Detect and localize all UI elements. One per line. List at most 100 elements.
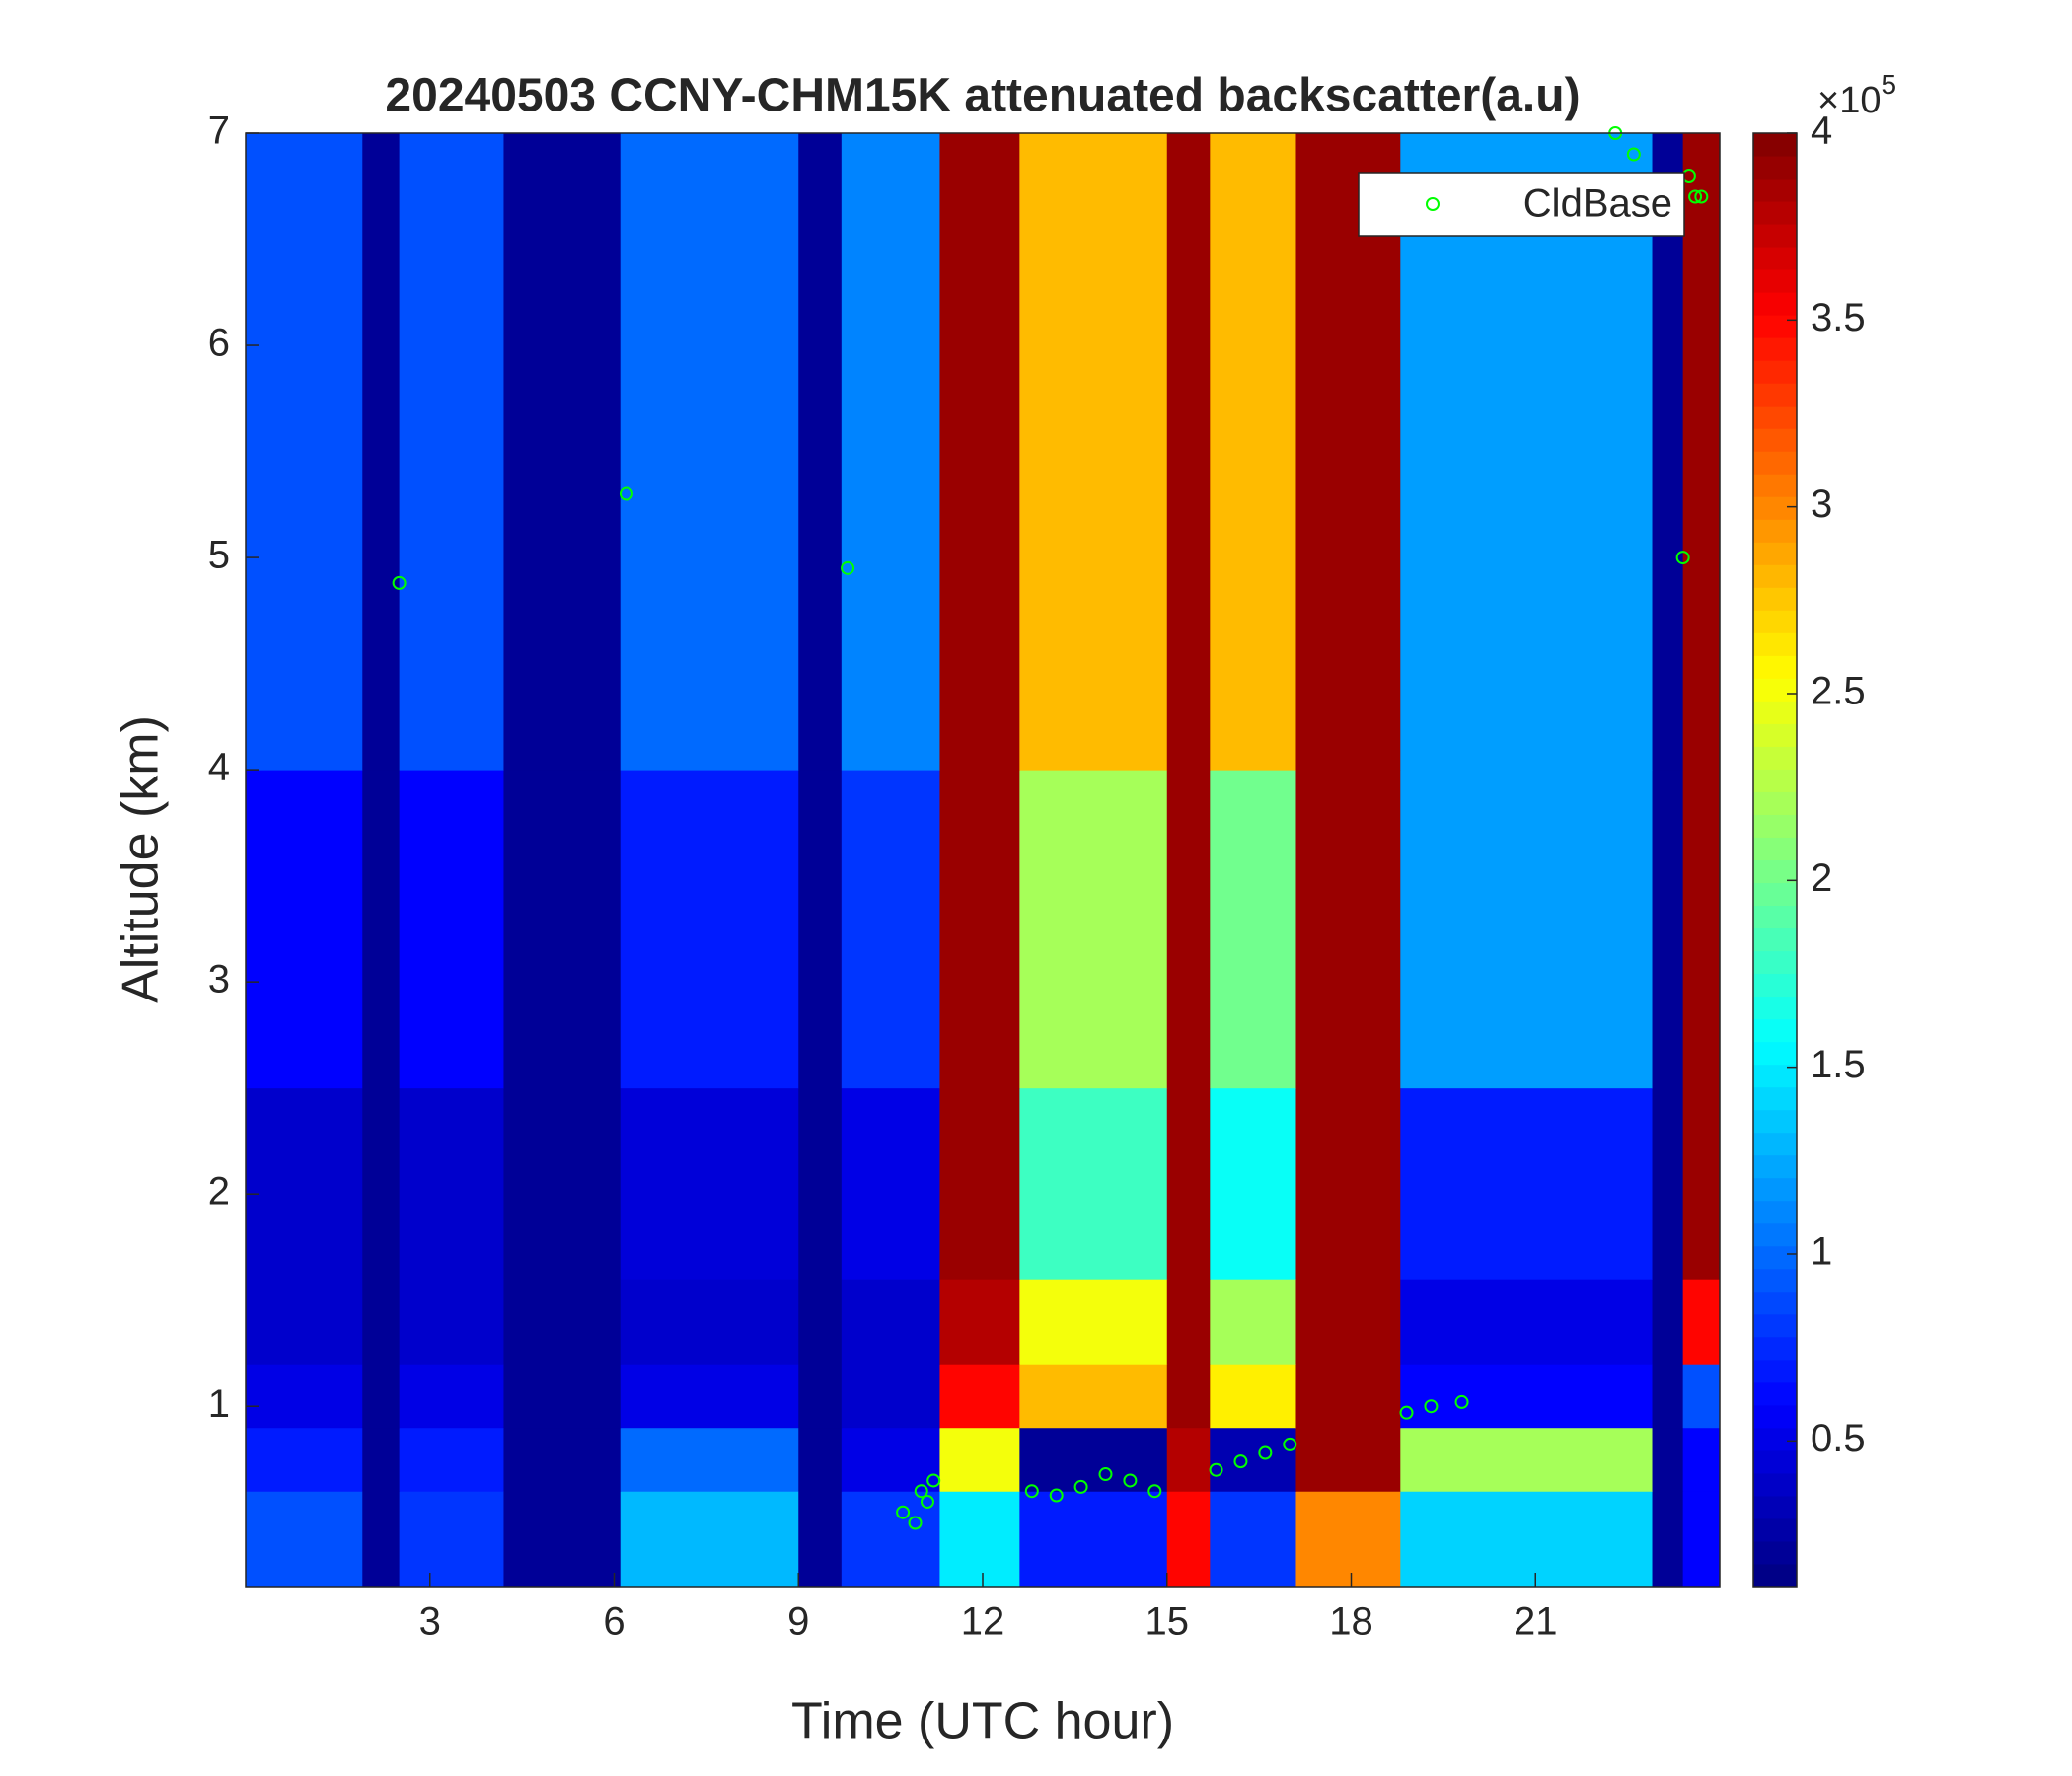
colorbar-step: [1753, 814, 1797, 838]
heatmap-cell: [1682, 1427, 1721, 1492]
colorbar-step: [1753, 1132, 1797, 1156]
colorbar-step: [1753, 950, 1797, 975]
colorbar-step: [1753, 1540, 1797, 1565]
colorbar-step: [1753, 133, 1797, 157]
cloud-base-point: [1399, 1405, 1414, 1420]
x-tick-label: 18: [1329, 1600, 1373, 1644]
cloud-base-point: [392, 575, 407, 590]
heatmap-cell: [1210, 770, 1296, 1089]
heatmap-cell: [1295, 1279, 1401, 1365]
colorbar-step: [1753, 474, 1797, 497]
heatmap-cell: [362, 1427, 401, 1492]
heatmap-cell: [1682, 1491, 1721, 1588]
heatmap-cell: [1210, 1364, 1296, 1429]
colorbar-step: [1753, 996, 1797, 1020]
colorbar-step: [1753, 179, 1797, 202]
heatmap-cell: [1652, 770, 1684, 1089]
colorbar-tick-label: 2.5: [1811, 670, 1866, 713]
heatmap-cell: [503, 133, 622, 771]
colorbar-step: [1753, 701, 1797, 724]
heatmap-cell: [246, 1279, 363, 1365]
heatmap-cell: [620, 133, 799, 771]
x-tick-label: 21: [1514, 1600, 1558, 1644]
colorbar-step: [1753, 1563, 1797, 1588]
colorbar-step: [1753, 678, 1797, 702]
heatmap-cell: [362, 133, 401, 771]
heatmap-cell: [1166, 1427, 1211, 1492]
colorbar-step: [1753, 905, 1797, 929]
heatmap-cell: [798, 1491, 843, 1588]
colorbar-step: [1753, 723, 1797, 747]
heatmap-cell: [503, 1491, 622, 1588]
heatmap-cell: [1210, 1087, 1296, 1280]
colorbar-step: [1753, 1018, 1797, 1043]
heatmap-cell: [1166, 1491, 1211, 1588]
heatmap-cell: [1019, 1491, 1168, 1588]
colorbar-frame: [1752, 132, 1798, 1588]
cloud-base-point: [619, 486, 633, 501]
colorbar-step: [1753, 769, 1797, 792]
heatmap-cell: [1019, 1427, 1168, 1492]
heatmap-cell: [841, 1427, 940, 1492]
heatmap-cell: [246, 133, 363, 771]
colorbar-step: [1753, 360, 1797, 384]
colorbar-step: [1753, 406, 1797, 429]
heatmap-cell: [1682, 1279, 1721, 1365]
x-tick-label: 12: [961, 1600, 1005, 1644]
heatmap-cell: [1652, 1427, 1684, 1492]
legend-label: CldBase: [1523, 183, 1672, 226]
heatmap-cell: [1295, 1087, 1401, 1280]
heatmap-cell: [1652, 1364, 1684, 1429]
colorbar-tick-label: 1: [1811, 1230, 1832, 1274]
heatmap-cell: [798, 1279, 843, 1365]
heatmap-cell: [939, 1364, 1020, 1429]
colorbar-step: [1753, 927, 1797, 952]
cloud-base-point: [1675, 551, 1690, 565]
colorbar-step: [1753, 1109, 1797, 1134]
heatmap-cell: [620, 1279, 799, 1365]
heatmap-cell: [1295, 133, 1401, 771]
colorbar-step: [1753, 973, 1797, 998]
heatmap-cell: [939, 1427, 1020, 1492]
heatmap-cell: [1652, 1279, 1684, 1365]
cloud-base-point: [1694, 189, 1709, 204]
heatmap-cell: [362, 770, 401, 1089]
colorbar-step: [1753, 1517, 1797, 1542]
colorbar-step: [1753, 269, 1797, 293]
heatmap-cell: [503, 1279, 622, 1365]
colorbar-step: [1753, 1064, 1797, 1088]
heatmap-cell: [798, 1087, 843, 1280]
heatmap-cell: [841, 133, 940, 771]
colorbar-multiplier: ×105: [1817, 69, 1896, 121]
cloud-base-point: [1626, 147, 1641, 162]
heatmap-cell: [1682, 133, 1721, 771]
y-tick-label: 6: [208, 322, 230, 365]
colorbar-step: [1753, 1359, 1797, 1383]
colorbar-step: [1753, 1268, 1797, 1293]
colorbar-step: [1753, 1245, 1797, 1270]
heatmap-cell: [1652, 1491, 1684, 1588]
x-axis-label: Time (UTC hour): [791, 1693, 1174, 1750]
heatmap-cell: [399, 1427, 504, 1492]
heatmap-cell: [620, 1087, 799, 1280]
heatmap-cell: [1019, 1087, 1168, 1280]
colorbar-step: [1753, 542, 1797, 565]
cloud-base-point: [1073, 1479, 1088, 1494]
heatmap-cell: [1400, 1279, 1654, 1365]
colorbar-step: [1753, 746, 1797, 770]
heatmap-cell: [1400, 1364, 1654, 1429]
heatmap-cell: [1019, 770, 1168, 1089]
colorbar-step: [1753, 451, 1797, 475]
heatmap-cell: [620, 770, 799, 1089]
heatmap-cell: [798, 1427, 843, 1492]
colorbar-step: [1753, 1200, 1797, 1224]
cloud-base-point: [1209, 1462, 1223, 1477]
cloud-base-point: [926, 1473, 941, 1488]
cloud-base-point: [1123, 1473, 1138, 1488]
colorbar-step: [1753, 1222, 1797, 1247]
heatmap-cell: [1210, 1279, 1296, 1365]
cloud-base-point: [1283, 1437, 1297, 1451]
heatmap-cell: [1019, 133, 1168, 771]
heatmap-cell: [841, 1087, 940, 1280]
colorbar-step: [1753, 292, 1797, 316]
